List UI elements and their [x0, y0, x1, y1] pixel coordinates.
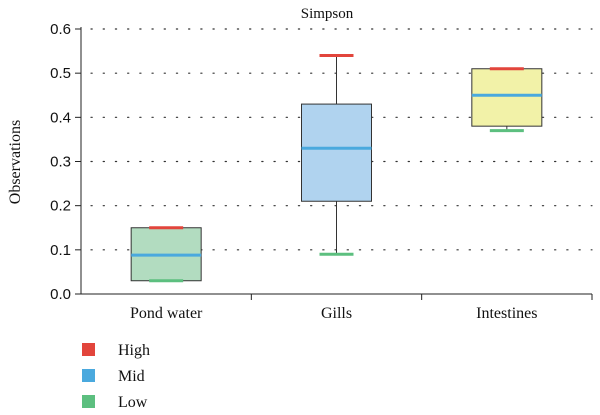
axes	[80, 27, 592, 295]
legend-label: Low	[118, 394, 148, 411]
legend-item-low: Low	[82, 394, 148, 411]
y-tick-label: 0.5	[50, 65, 71, 82]
box-intestines	[471, 67, 543, 133]
legend-item-high: High	[82, 342, 150, 359]
y-tick-label: 0.2	[50, 198, 71, 215]
y-tick-label: 0.6	[50, 21, 71, 38]
legend-label: Mid	[118, 368, 145, 385]
box-body	[471, 68, 543, 127]
y-tick-label: 0.1	[50, 242, 71, 259]
legend-swatch	[82, 395, 95, 408]
y-tick-label: 0.3	[50, 154, 71, 171]
legend-label: High	[118, 342, 150, 359]
box-body	[301, 103, 372, 202]
y-axis-label: Observations	[7, 120, 24, 204]
x-tick-label: Intestines	[476, 305, 537, 322]
legend-item-mid: Mid	[82, 368, 145, 385]
y-axis-ticks: 0.0 0.1 0.2 0.3 0.4 0.5 0.6	[50, 21, 81, 303]
x-tick-label: Gills	[321, 305, 352, 322]
legend-swatch	[82, 369, 95, 382]
legend: High Mid Low	[82, 342, 150, 411]
x-tick-label: Pond water	[130, 305, 203, 322]
x-axis-labels: Pond water Gills Intestines	[130, 294, 593, 322]
chart-title: Simpson	[301, 6, 354, 22]
box-gills	[301, 54, 372, 256]
legend-swatch	[82, 343, 95, 356]
box-pond-water	[130, 226, 202, 283]
boxes	[130, 54, 543, 283]
y-tick-label: 0.4	[50, 109, 71, 126]
y-tick-label: 0.0	[50, 286, 71, 303]
